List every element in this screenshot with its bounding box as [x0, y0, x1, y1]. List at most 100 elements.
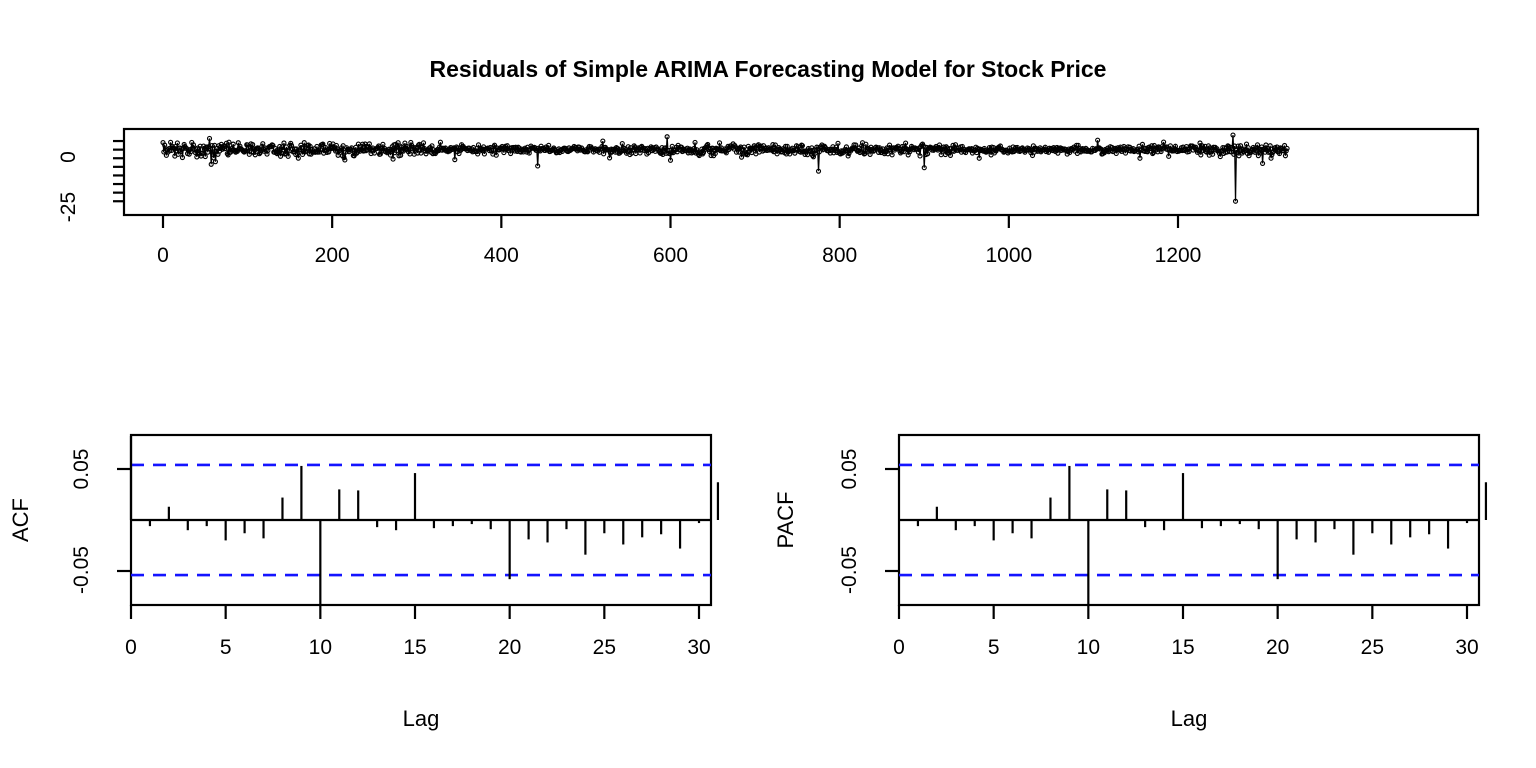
residual-point — [1142, 148, 1148, 155]
residual-point — [546, 142, 552, 148]
residual-point — [853, 142, 859, 148]
residual-point — [366, 141, 372, 147]
residual-point — [917, 153, 923, 159]
pacf-x-tick-labels: 0 5 10 15 20 25 30 — [893, 636, 1479, 659]
residual-point — [1195, 148, 1201, 154]
residual-point — [388, 146, 394, 153]
residual-point — [535, 163, 541, 169]
residual-point — [845, 153, 851, 159]
residual-plot-frame — [122, 127, 1480, 217]
residual-point — [1075, 142, 1081, 148]
residual-point — [205, 149, 211, 155]
residual-point — [501, 150, 507, 156]
residual-point — [230, 141, 236, 147]
page-title: Residuals of Simple ARIMA Forecasting Mo… — [430, 56, 1107, 82]
residual-point — [481, 151, 487, 157]
pacf-x-tick-label-0: 0 — [893, 636, 905, 659]
pacf-y-label-lower: -0.05 — [838, 546, 861, 594]
residual-point — [1217, 154, 1223, 160]
residual-point — [1155, 149, 1161, 155]
residual-point — [351, 153, 357, 159]
residual-point — [1238, 143, 1244, 149]
residual-point — [1282, 142, 1288, 149]
residual-point — [694, 147, 700, 153]
residual-point — [976, 155, 982, 161]
residual-point — [1283, 148, 1289, 154]
residual-point — [305, 143, 311, 149]
residual-point — [418, 150, 424, 156]
residual-x-tick-label-2: 400 — [484, 244, 519, 267]
residual-point — [600, 138, 606, 144]
pacf-xaxis-title: Lag — [1171, 706, 1208, 731]
pacf-x-ticks — [897, 605, 1469, 619]
residual-point — [664, 134, 670, 140]
residual-point — [1245, 145, 1251, 151]
residual-point — [782, 143, 789, 149]
residual-point — [615, 146, 621, 152]
residual-point — [197, 143, 203, 149]
residual-point — [353, 144, 359, 150]
residual-point — [168, 139, 174, 145]
pacf-x-tick-label-6: 30 — [1455, 636, 1478, 659]
residual-point — [1216, 148, 1222, 154]
acf-xaxis-title: Lag — [403, 706, 440, 731]
residual-x-tick-label-3: 600 — [653, 244, 688, 267]
residual-point — [243, 148, 249, 154]
residual-point — [380, 141, 386, 147]
residual-point — [738, 144, 744, 150]
residual-point — [190, 142, 197, 148]
residual-point — [1281, 148, 1287, 154]
residual-point — [863, 141, 869, 147]
residual-point — [270, 142, 276, 148]
residual-point — [277, 143, 283, 150]
residual-point — [349, 147, 356, 154]
residual-y-label-zero: 0 — [57, 151, 80, 163]
residual-y-ticks — [113, 139, 124, 203]
residual-point — [952, 142, 959, 148]
residual-point — [415, 150, 421, 156]
pacf-x-tick-label-1: 5 — [988, 636, 1000, 659]
residual-point — [637, 150, 643, 156]
acf-x-tick-label-0: 0 — [125, 636, 137, 659]
residual-point — [723, 150, 729, 156]
residual-point — [416, 141, 422, 147]
residual-point — [298, 142, 304, 148]
residual-point — [712, 150, 718, 157]
residual-point — [1073, 145, 1079, 151]
residual-point — [819, 142, 825, 148]
residual-point — [1158, 148, 1164, 155]
acf-y-label-lower: -0.05 — [70, 546, 93, 594]
residual-series-panel: 0 200 400 600 800 1000 1200 0 -25 — [57, 127, 1480, 267]
residual-point — [212, 159, 219, 165]
residual-point — [784, 143, 790, 149]
residual-point — [420, 140, 427, 146]
residual-x-tick-label-1: 200 — [315, 244, 350, 267]
residual-x-tick-label-6: 1200 — [1155, 244, 1202, 267]
residual-point — [301, 140, 307, 146]
residual-point — [702, 146, 708, 153]
pacf-confidence-bands — [899, 463, 1479, 577]
pacf-y-ticks — [885, 467, 899, 573]
residual-point — [179, 154, 186, 161]
residual-point — [402, 140, 408, 146]
residual-point — [493, 152, 499, 158]
acf-x-tick-label-6: 30 — [687, 636, 710, 659]
residual-point — [202, 153, 208, 160]
residual-point — [376, 143, 382, 149]
residual-point — [226, 139, 232, 145]
residual-point — [1073, 142, 1080, 148]
residual-point — [1232, 198, 1239, 204]
residual-point — [387, 152, 394, 158]
acf-panel: 0 5 10 15 20 25 30 0.05 -0.05 ACF Lag — [8, 433, 720, 731]
residual-point — [1198, 152, 1204, 158]
acf-x-tick-labels: 0 5 10 15 20 25 30 — [125, 636, 711, 659]
residual-point — [408, 139, 414, 146]
acf-spikes — [129, 436, 720, 604]
pacf-x-tick-label-3: 15 — [1171, 636, 1194, 659]
residual-data-layer — [160, 132, 1290, 204]
residual-point — [209, 142, 215, 149]
acf-confidence-bands — [131, 463, 711, 577]
residual-point — [206, 135, 213, 142]
residual-point — [835, 140, 841, 146]
